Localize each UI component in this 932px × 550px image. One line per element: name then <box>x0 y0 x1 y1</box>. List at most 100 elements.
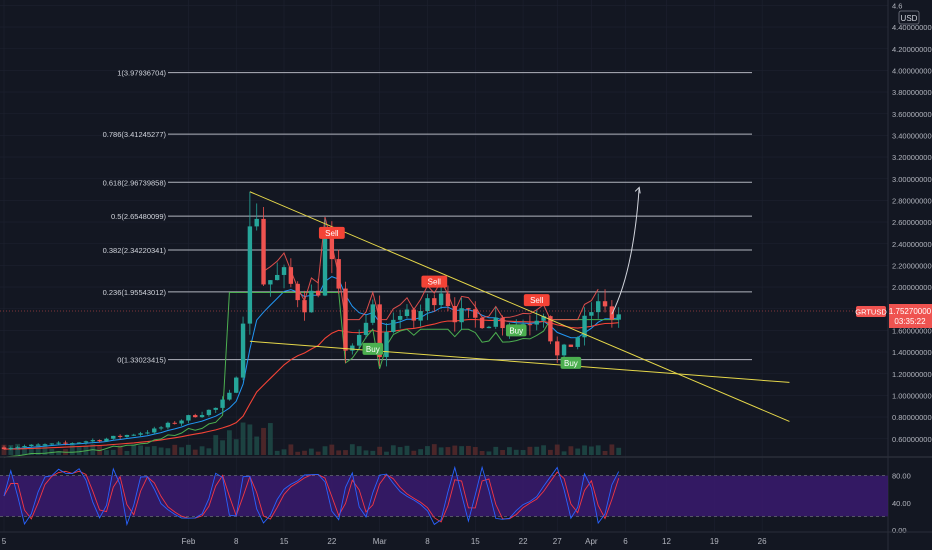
signal-labels: Sell Buy Sell Buy Sell Buy <box>318 226 582 369</box>
volume-bar <box>76 446 82 455</box>
volume-bar <box>336 450 342 455</box>
signal-badge <box>318 226 345 239</box>
time-tick-label: 22 <box>519 537 528 546</box>
symbol-tag-bg <box>856 306 886 317</box>
volume-bar <box>561 451 567 455</box>
time-tick-label: 5 <box>2 537 7 546</box>
signal-label: Sell <box>325 229 339 238</box>
price-tick-label: 3.80000000 <box>892 88 932 97</box>
candle-body <box>473 309 478 318</box>
volume-bar <box>295 451 301 455</box>
candle-body <box>555 341 560 356</box>
volume-bar <box>356 446 362 455</box>
candle-body <box>425 298 430 312</box>
candle-body <box>302 300 307 313</box>
candle-body <box>117 435 123 437</box>
volume-bar <box>302 450 307 455</box>
candle-body <box>90 440 95 442</box>
volume-bar <box>179 447 184 455</box>
volume-bar <box>49 448 55 455</box>
candle-body <box>575 337 580 347</box>
time-axis[interactable]: 5 Feb 8 15 22 Mar 8 15 22 27 Apr 6 12 19 26 <box>2 537 767 546</box>
candle-body <box>602 301 608 307</box>
candle-body <box>220 399 225 408</box>
candle-body <box>329 233 335 260</box>
candle-body <box>206 409 212 416</box>
price-tick-label: 2.20000000 <box>892 261 932 270</box>
volume-bar <box>520 450 526 455</box>
price-tick-label: 2.60000000 <box>892 218 932 227</box>
time-tick-label: Mar <box>373 537 387 546</box>
volume-bar <box>384 451 389 455</box>
price-tick-label: 3.00000000 <box>892 175 932 184</box>
candle-body <box>350 345 355 351</box>
candle-body <box>315 290 321 296</box>
volume-bar <box>22 448 27 455</box>
volume-bar <box>507 447 512 455</box>
candle-body <box>227 392 232 400</box>
candle-body <box>124 434 130 437</box>
candle-body <box>15 447 20 449</box>
price-tick-label: 4.20000000 <box>892 45 932 54</box>
price-tick-label: 3.20000000 <box>892 153 932 162</box>
volume-bar <box>315 451 321 455</box>
volume-bar <box>1 444 7 455</box>
candle-body <box>452 305 457 323</box>
volume-bar <box>145 446 150 455</box>
signal-label: Buy <box>366 345 380 354</box>
candle-body <box>397 316 403 320</box>
volume-bar <box>172 444 178 455</box>
volume-bar <box>322 446 328 455</box>
price-tick-label: 3.40000000 <box>892 131 932 140</box>
volume-bar <box>28 447 34 455</box>
trendline <box>249 340 790 383</box>
time-tick-label: Feb <box>182 537 196 546</box>
price-tick-label: 3.60000000 <box>892 110 932 119</box>
price-axis[interactable]: 4.6 4.40000000 4.20000000 4.00000000 3.80000… <box>892 1 932 443</box>
candle-body <box>22 446 27 448</box>
candle-body <box>213 407 218 410</box>
candle-body <box>363 322 369 335</box>
volume-bar <box>220 440 225 455</box>
candle-body <box>541 316 546 321</box>
candle-body <box>596 301 601 313</box>
stoch-tick-label: 0.00 <box>892 526 907 535</box>
fib-retracement[interactable]: 1(3.97936704) 0.786(3.41245277) 0.618(2.96… <box>103 69 752 365</box>
candle-body <box>609 306 615 320</box>
stoch-rsi-pane[interactable]: 80.00 40.00 0.00 <box>0 465 911 535</box>
volume-bar <box>206 448 212 455</box>
candle-body <box>370 304 376 323</box>
volume-bar <box>534 446 540 455</box>
volume-bar <box>582 445 587 455</box>
candle-body <box>411 309 416 321</box>
candle-body <box>356 334 362 346</box>
candle-body <box>247 226 253 324</box>
time-tick-label: 19 <box>710 537 719 546</box>
candle-body <box>404 309 410 317</box>
candle-body <box>199 415 205 418</box>
signal-badge <box>362 342 384 355</box>
time-tick-label: 22 <box>327 537 336 546</box>
volume-bar <box>165 448 171 455</box>
projection-arrow[interactable] <box>611 186 641 315</box>
time-tick-label: 15 <box>471 537 480 546</box>
volume-bar <box>254 436 260 455</box>
candle-body <box>534 320 539 325</box>
candle-body <box>193 415 198 418</box>
candle-body <box>254 218 259 227</box>
candle-body <box>616 314 621 320</box>
volume-bar <box>397 447 403 455</box>
price-label: 1.75270000 <box>889 307 932 316</box>
stoch-tick-label: 40.00 <box>892 499 911 508</box>
candle-body <box>322 233 328 296</box>
volume-bar <box>554 444 560 455</box>
volume-bar <box>343 450 348 455</box>
candle-body <box>234 377 239 393</box>
volume-bar <box>370 450 376 455</box>
candle-body <box>493 317 498 327</box>
volume-bar <box>117 445 123 455</box>
volume-bar <box>609 444 615 455</box>
time-tick-label: 8 <box>234 537 239 546</box>
